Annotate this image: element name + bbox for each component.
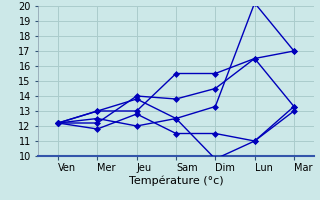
X-axis label: Température (°c): Température (°c) xyxy=(129,176,223,186)
